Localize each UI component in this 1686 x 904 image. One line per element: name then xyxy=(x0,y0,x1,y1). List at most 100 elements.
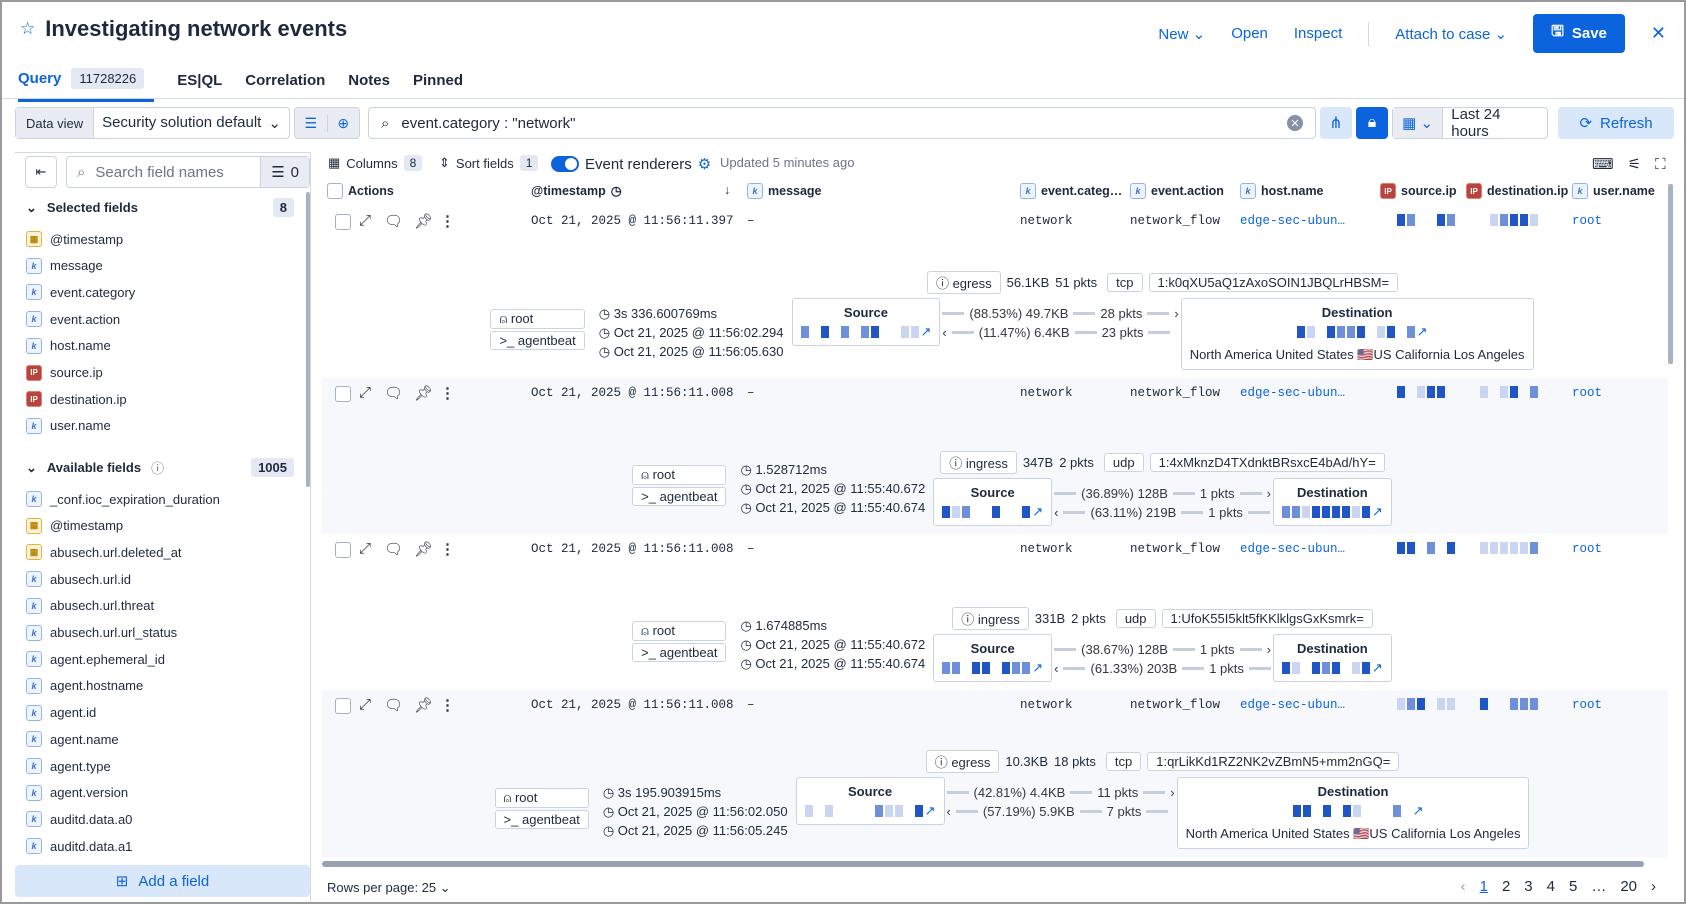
row-checkbox[interactable] xyxy=(335,386,351,402)
tab-correlation[interactable]: Correlation xyxy=(245,71,326,89)
external-link-icon[interactable]: ↗ xyxy=(1032,504,1044,519)
field-filter-button[interactable]: ☰ 0 xyxy=(260,157,309,187)
sidebar-scrollbar[interactable] xyxy=(306,192,310,487)
sort-fields-button[interactable]: ⇕ Sort fields 1 xyxy=(439,155,539,171)
pin-icon[interactable]: 📌︎ xyxy=(414,385,434,402)
field-item[interactable]: k auditd.data.a0 xyxy=(26,809,132,829)
field-item[interactable]: k _conf.ioc_expiration_duration xyxy=(26,489,220,509)
page-link[interactable]: 4 xyxy=(1546,878,1555,895)
display-settings-icon[interactable]: ⚟ xyxy=(1627,156,1642,173)
community-id-badge[interactable]: 1:4xMknzD4TXdnktBRsxcE4bAd/hY= xyxy=(1149,453,1385,472)
page-link[interactable]: 5 xyxy=(1568,878,1578,895)
collapse-sidebar-icon[interactable]: ⇤ xyxy=(25,156,57,188)
tab-query[interactable]: Query 11728226 xyxy=(18,68,155,102)
transport-badge[interactable]: udp xyxy=(1103,453,1144,472)
transport-badge[interactable]: tcp xyxy=(1107,273,1143,292)
comment-icon[interactable]: 🗨︎ xyxy=(384,213,404,230)
expand-icon[interactable]: ⤢ xyxy=(359,212,372,229)
close-icon[interactable]: ✕ xyxy=(1650,23,1666,43)
date-picker[interactable]: ▦ ⌄ Last 24 hours xyxy=(1392,106,1548,140)
page-link[interactable]: 2 xyxy=(1501,878,1511,895)
field-item[interactable]: k user.name xyxy=(26,416,111,436)
comment-icon[interactable]: 🗨︎ xyxy=(384,541,404,558)
col-event-action[interactable]: k event.action xyxy=(1130,183,1224,199)
col-user-name[interactable]: k user.name xyxy=(1572,183,1655,199)
pin-icon[interactable]: 📌︎ xyxy=(414,697,434,714)
process-badge[interactable]: >_ agentbeat xyxy=(632,643,727,662)
cell-user-name[interactable]: root xyxy=(1572,542,1603,556)
field-item[interactable]: k event.category xyxy=(26,282,135,302)
external-link-icon[interactable]: ↗ xyxy=(1416,324,1428,339)
field-item[interactable]: k abusech.url.threat xyxy=(26,596,154,616)
lock-icon[interactable]: 🔒︎ xyxy=(1356,107,1388,139)
page-link[interactable]: 1 xyxy=(1479,878,1488,895)
new-button[interactable]: New ⌄ xyxy=(1158,25,1206,43)
save-button[interactable]: 🖫 Save xyxy=(1533,14,1625,53)
row-checkbox[interactable] xyxy=(335,214,351,230)
col-source-ip[interactable]: IP source.ip xyxy=(1380,183,1457,199)
open-button[interactable]: Open xyxy=(1231,25,1268,42)
field-item[interactable]: k agent.ephemeral_id xyxy=(26,649,165,669)
refresh-button[interactable]: ⟳ Refresh xyxy=(1558,107,1674,139)
field-item[interactable]: IP source.ip xyxy=(26,363,103,383)
col-message[interactable]: k message xyxy=(747,183,822,199)
calendar-icon[interactable]: ▦ ⌄ xyxy=(1393,108,1444,138)
field-item[interactable]: IP destination.ip xyxy=(26,389,127,409)
col-actions[interactable]: Actions xyxy=(327,183,394,199)
add-filter-icon[interactable]: ⊕ xyxy=(326,114,360,132)
field-item[interactable]: k agent.name xyxy=(26,729,119,749)
sort-desc-icon[interactable]: ↓ xyxy=(724,183,731,197)
direction-badge[interactable]: ⓘ ingress xyxy=(952,607,1029,630)
pin-icon[interactable]: 📌︎ xyxy=(414,213,434,230)
page-link[interactable]: 3 xyxy=(1524,878,1533,895)
external-link-icon[interactable]: ↗ xyxy=(920,324,932,339)
process-badge[interactable]: >_ agentbeat xyxy=(632,487,727,506)
row-checkbox[interactable] xyxy=(335,542,351,558)
cell-host-name[interactable]: edge-sec-ubun… xyxy=(1240,214,1346,228)
query-input[interactable]: ⌕ event.category : "network" ✕ xyxy=(368,107,1316,139)
filter-icon[interactable]: ☰ xyxy=(304,114,318,131)
add-field-button[interactable]: ⊞ Add a field xyxy=(15,865,310,897)
cell-host-name[interactable]: edge-sec-ubun… xyxy=(1240,542,1346,556)
direction-badge[interactable]: ⓘ egress xyxy=(925,750,1000,773)
data-view-selector[interactable]: Data view Security solution default ⌄ xyxy=(15,107,290,139)
external-link-icon[interactable]: ↗ xyxy=(1032,660,1044,675)
external-link-icon[interactable]: ↗ xyxy=(1371,660,1383,675)
external-link-icon[interactable]: ↗ xyxy=(924,803,936,818)
field-item[interactable]: k event.action xyxy=(26,309,120,329)
process-badge[interactable]: >_ agentbeat xyxy=(494,810,589,829)
expand-icon[interactable]: ⤢ xyxy=(359,540,372,557)
available-fields-header[interactable]: ⌄ Available fields ⓘ 1005 xyxy=(26,458,294,477)
page-link[interactable]: 20 xyxy=(1620,878,1637,895)
keyboard-icon[interactable]: ⌨ xyxy=(1592,156,1614,173)
external-link-icon[interactable]: ↗ xyxy=(1412,803,1424,818)
comment-icon[interactable]: 🗨︎ xyxy=(384,697,404,714)
clear-icon[interactable]: ✕ xyxy=(1287,115,1303,131)
comment-icon[interactable]: 🗨︎ xyxy=(384,385,404,402)
community-id-badge[interactable]: 1:qrLikKd1RZ2NK2vZBmN5+mm2nGQ= xyxy=(1147,752,1400,771)
process-badge[interactable]: >_ agentbeat xyxy=(490,331,585,350)
community-id-badge[interactable]: 1:UfoK55I5klt5fKKlklgsGxKsmrk= xyxy=(1161,609,1373,628)
attach-to-case-button[interactable]: Attach to case ⌄ xyxy=(1395,25,1508,43)
transport-badge[interactable]: udp xyxy=(1115,609,1156,628)
more-icon[interactable]: ⋮ xyxy=(440,541,455,558)
pin-icon[interactable]: 📌︎ xyxy=(414,541,434,558)
field-item[interactable]: k host.name xyxy=(26,336,111,356)
field-item[interactable]: k agent.id xyxy=(26,703,96,723)
user-badge[interactable]: ⍝ root xyxy=(494,788,589,808)
transport-badge[interactable]: tcp xyxy=(1105,752,1142,771)
user-badge[interactable]: ⍝ root xyxy=(632,621,727,641)
col-host-name[interactable]: k host.name xyxy=(1240,183,1324,199)
col-timestamp[interactable]: @timestamp ◷ xyxy=(531,183,622,199)
more-icon[interactable]: ⋮ xyxy=(440,385,455,402)
field-item[interactable]: k abusech.url.url_status xyxy=(26,623,177,643)
user-badge[interactable]: ⍝ root xyxy=(632,465,727,485)
field-item[interactable]: k abusech.url.id xyxy=(26,569,131,589)
columns-button[interactable]: ▦ Columns 8 xyxy=(328,155,423,171)
field-item[interactable]: ▦ abusech.url.deleted_at xyxy=(26,542,182,562)
horizontal-scrollbar[interactable] xyxy=(322,861,1644,867)
external-link-icon[interactable]: ↗ xyxy=(1371,504,1383,519)
community-id-badge[interactable]: 1:k0qXU5aQ1zAxoSOIN1JBQLrHBSM= xyxy=(1148,273,1399,292)
cell-host-name[interactable]: edge-sec-ubun… xyxy=(1240,386,1346,400)
star-icon[interactable]: ☆ xyxy=(20,19,36,38)
